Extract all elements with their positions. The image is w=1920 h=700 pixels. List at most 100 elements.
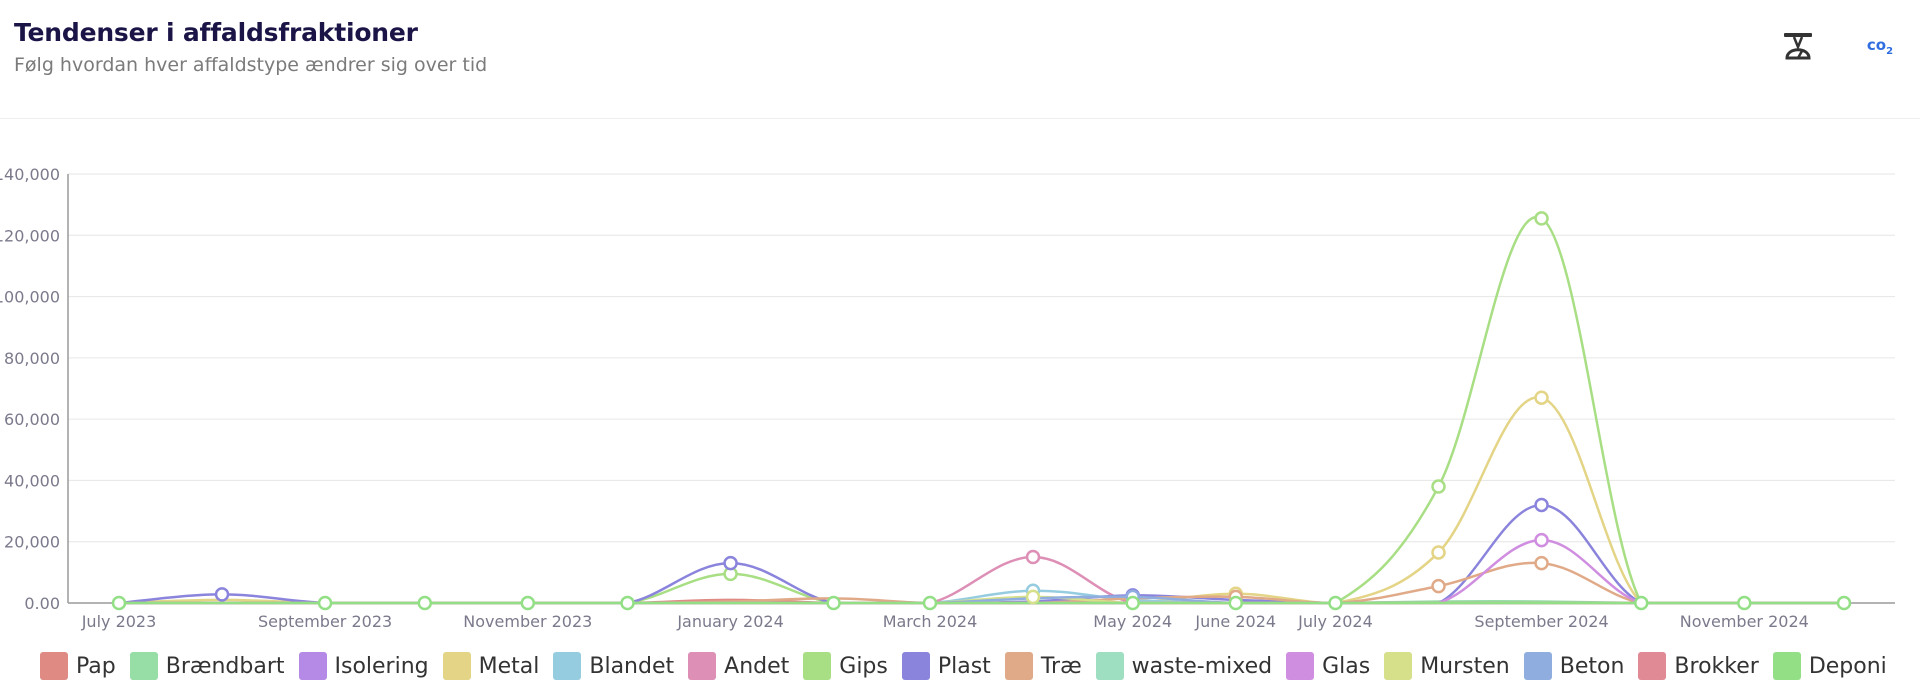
- legend-swatch: [1772, 652, 1801, 680]
- data-point-Glas: [1534, 532, 1549, 548]
- legend-item-Pap[interactable]: Pap: [40, 652, 116, 680]
- legend-item-Blandet[interactable]: Blandet: [553, 652, 674, 680]
- y-tick-label: 100,000: [0, 288, 60, 307]
- data-point-Plast: [723, 555, 738, 571]
- legend-item-Metal[interactable]: Metal: [442, 652, 540, 680]
- data-point-baseline: [417, 595, 433, 611]
- legend-item-Glas[interactable]: Glas: [1286, 652, 1370, 680]
- series-line-Glas: [119, 538, 1844, 605]
- x-tick-label: November 2024: [1680, 612, 1809, 631]
- legend-swatch: [1384, 652, 1413, 680]
- scale-icon: [1784, 33, 1812, 60]
- legend-swatch: [688, 652, 717, 680]
- co2-toggle-button[interactable]: co2: [1860, 26, 1900, 66]
- co2-icon: co2: [1866, 35, 1894, 57]
- data-point-Andet: [1025, 549, 1041, 565]
- x-tick-label: June 2024: [1194, 612, 1276, 631]
- data-point-Gips: [1534, 211, 1549, 226]
- y-tick-label: 0.00: [24, 594, 60, 613]
- y-tick-label: 20,000: [4, 533, 60, 552]
- x-tick-label: May 2024: [1093, 612, 1172, 631]
- series-line-Plast: [118, 503, 1844, 605]
- y-tick-label: 120,000: [0, 226, 60, 245]
- data-point-baseline: [1836, 595, 1852, 611]
- legend-label: waste-mixed: [1131, 653, 1273, 679]
- line-chart: 0.00 20,000 40,000 60,000 80,000 100,000 120,0…: [0, 165, 1895, 631]
- legend-label: Plast: [937, 653, 991, 679]
- legend-item-Gips[interactable]: Gips: [803, 652, 888, 680]
- data-point-Gips: [1431, 479, 1446, 494]
- legend-swatch: [129, 652, 158, 680]
- data-point-baseline: [111, 595, 127, 611]
- legend-label: Gips: [839, 653, 888, 679]
- series-line-Gips: [119, 215, 1844, 605]
- data-point-Træ: [1534, 555, 1549, 571]
- legend-swatch: [1004, 652, 1033, 680]
- data-point-baseline: [1125, 595, 1140, 611]
- legend-label: Brokker: [1674, 653, 1759, 679]
- legend-item-Andet[interactable]: Andet: [688, 652, 789, 680]
- series-line-Metal: [118, 396, 1844, 605]
- legend-swatch: [40, 652, 68, 680]
- data-point-baseline: [1328, 595, 1343, 611]
- legend-swatch: [803, 652, 832, 680]
- y-tick-label: 60,000: [4, 410, 60, 429]
- legend-label: Blandet: [589, 653, 675, 679]
- legend-item-Plast[interactable]: Plast: [901, 652, 991, 680]
- legend-item-Beton[interactable]: Beton: [1523, 652, 1625, 680]
- legend-label: Isolering: [334, 653, 429, 679]
- data-point-baseline: [826, 595, 841, 611]
- legend-swatch: [901, 652, 930, 680]
- data-point-Metal: [1534, 390, 1549, 405]
- y-tick-label: 140,000: [0, 165, 60, 184]
- x-tick-label: September 2024: [1474, 612, 1608, 631]
- data-point-Mursten: [1025, 589, 1041, 605]
- x-tick-label: March 2024: [883, 612, 978, 631]
- x-tick-label: July 2023: [81, 612, 157, 631]
- legend-swatch: [1523, 652, 1552, 680]
- chart-legend: Pap Brændbart Isolering Metal Blandet Andet Gi…: [40, 652, 1901, 680]
- data-point-baseline: [922, 595, 938, 611]
- data-point-Plast: [214, 587, 230, 602]
- chart-title: Tendenser i affaldsfraktioner: [14, 18, 418, 47]
- header-divider: [0, 118, 1920, 119]
- x-tick-label: January 2024: [676, 612, 783, 631]
- legend-swatch: [1638, 652, 1667, 680]
- data-point-baseline: [1737, 595, 1752, 611]
- data-point-Metal: [1431, 545, 1446, 560]
- legend-item-Brændbart[interactable]: Brændbart: [129, 652, 285, 680]
- legend-label: Brændbart: [165, 653, 285, 679]
- legend-swatch: [1286, 652, 1315, 680]
- legend-label: Metal: [478, 653, 540, 679]
- data-point-baseline: [317, 595, 333, 611]
- legend-label: Pap: [76, 653, 116, 679]
- data-point-baseline: [1634, 595, 1649, 611]
- data-point-baseline: [1228, 595, 1244, 611]
- data-point-baseline: [520, 595, 536, 611]
- data-point-Plast: [1534, 497, 1549, 513]
- x-tick-label: November 2023: [463, 612, 592, 631]
- legend-label: Deponi: [1808, 653, 1887, 679]
- legend-item-Mursten[interactable]: Mursten: [1384, 652, 1510, 680]
- legend-item-waste-mixed[interactable]: waste-mixed: [1095, 652, 1273, 680]
- legend-item-Deponi[interactable]: Deponi: [1772, 652, 1887, 680]
- x-tick-label: September 2023: [258, 612, 392, 631]
- legend-item-Isolering[interactable]: Isolering: [298, 652, 429, 680]
- legend-swatch: [298, 652, 327, 680]
- legend-swatch: [442, 652, 471, 680]
- legend-label: Glas: [1322, 653, 1371, 679]
- chart-subtitle: Følg hvordan hver affaldstype ændrer sig…: [14, 54, 488, 76]
- legend-label: Mursten: [1420, 653, 1510, 679]
- legend-item-Brokker[interactable]: Brokker: [1638, 652, 1759, 680]
- x-tick-label: July 2024: [1297, 612, 1373, 631]
- data-point-Træ: [1431, 578, 1446, 594]
- legend-item-Træ[interactable]: Træ: [1004, 652, 1082, 680]
- weight-toggle-button[interactable]: [1778, 26, 1818, 66]
- legend-label: Andet: [724, 653, 790, 679]
- legend-label: Træ: [1040, 653, 1082, 679]
- y-tick-label: 40,000: [4, 471, 60, 490]
- y-tick-label: 80,000: [4, 349, 60, 368]
- legend-swatch: [553, 652, 582, 680]
- legend-label: Beton: [1559, 653, 1625, 679]
